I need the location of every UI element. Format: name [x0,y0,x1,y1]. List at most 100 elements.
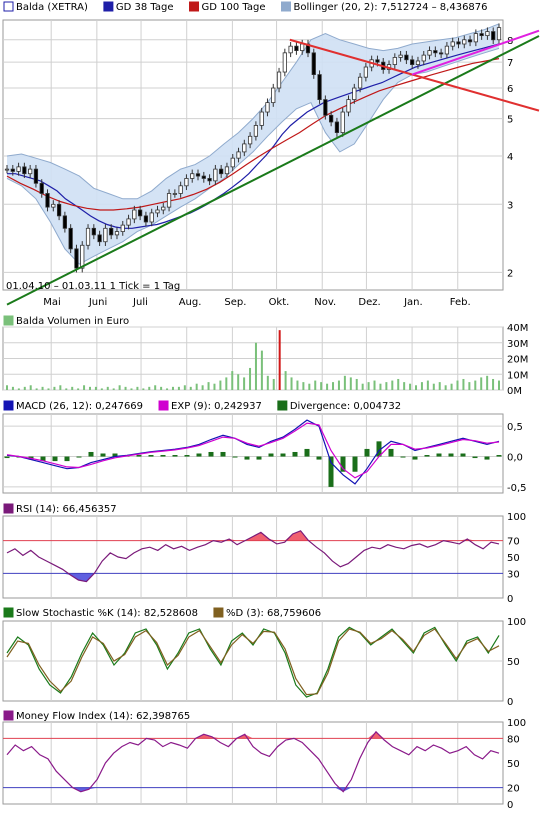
candle-body [259,111,264,126]
volume-legend-label: Balda Volumen in Euro [16,316,129,327]
candle-body [352,87,357,100]
stoch-legend-swatch [213,607,224,618]
volume-bar [41,386,44,390]
divergence-bar [88,451,94,457]
price-y-tick-label: 4 [507,152,513,163]
candle-body [473,33,478,43]
volume-bar [106,386,109,390]
price-legend-swatch [189,1,200,12]
divergence-bar [424,455,430,457]
volume-bar [326,383,329,390]
candle-body [456,41,461,45]
divergence-bar [268,453,274,457]
candle-body [323,99,328,116]
volume-bar [296,380,299,390]
volume-bar [272,378,275,390]
x-tick-label: Feb. [450,297,471,308]
price-legend-swatch [3,1,14,12]
macd-legend-swatch [158,400,169,411]
volume-bar [47,388,50,390]
volume-bar [112,388,115,390]
bollinger-upper-line [6,23,500,200]
candle-body [155,209,160,214]
candle-body [201,175,206,179]
candle-body [184,178,189,187]
candle-body [288,45,293,54]
divergence-bar [112,453,118,457]
volume-bar [266,375,269,390]
volume-bar [426,380,429,390]
volume-bar [468,382,471,390]
price-legend-swatch [281,1,291,12]
volume-bar [231,371,234,390]
volume-bar [237,374,240,390]
volume-bar [260,350,263,390]
stoch-y-tick-label: 50 [507,657,520,668]
divergence-bar [448,453,454,457]
candle-body [4,168,10,171]
candle-body [467,39,473,43]
volume-bar [124,386,127,390]
gd100-line [6,58,500,211]
rsi-legend-label: RSI (14): 66,456357 [16,504,117,515]
candle-body [496,27,502,41]
candle-body [242,143,247,153]
volume-bar [302,382,305,390]
macd-legend-label: MACD (26, 12): 0,247669 [16,401,143,412]
volume-bar [17,388,20,390]
volume-bar [142,388,145,390]
candle-body [120,224,125,232]
macd-legend-label: EXP (9): 0,242937 [171,401,262,412]
volume-bar [225,377,228,390]
mfi-y-tick-label: 100 [507,718,526,729]
volume-bar [403,382,406,390]
volume-bar [415,385,418,390]
divergence-bar [376,441,382,457]
divergence-bar [172,455,178,457]
volume-bar [130,388,133,390]
candle-body [439,52,444,55]
stoch-legend-label: Slow Stochastic %K (14): 82,528608 [16,608,198,619]
divergence-bar [460,453,466,457]
volume-bar [355,378,358,390]
divergence-bar [328,456,334,487]
candle-body [427,50,432,56]
candle-body [224,166,230,175]
divergence-bar [4,456,10,459]
divergence-bar [244,456,250,460]
rsi-y-tick-label: 50 [507,553,520,564]
volume-bar [243,377,246,390]
volume-bar [148,386,151,390]
candle-body [398,54,403,58]
volume-bar [332,382,335,390]
divergence-bar [64,456,70,462]
macd-legend-label: Divergence: 0,004732 [290,401,401,412]
volume-bar [349,377,352,390]
candle-body [39,182,44,194]
candle-body [334,121,340,133]
candle-body [51,203,56,208]
candle-body [421,54,426,62]
divergence-bar [400,456,406,458]
volume-bar [409,383,412,390]
price-y-tick-label: 3 [507,200,513,211]
candle-body [103,227,108,243]
candle-body [230,157,235,168]
x-tick-label: Juni [88,297,107,308]
volume-bar [88,386,91,390]
mfi-y-tick-label: 50 [507,759,520,770]
volume-bar [160,386,163,390]
volume-bar [77,388,80,390]
divergence-bar [40,456,46,462]
candle-body [149,212,154,223]
price-legend-label: Balda (XETRA) [16,2,88,13]
volume-bar [397,378,400,390]
mfi-legend-label: Money Flow Index (14): 62,398765 [16,711,190,722]
x-tick-label: Juli [132,297,148,308]
rsi-panel-frame [2,515,504,599]
candle-body [253,125,259,137]
divergence-bar [352,456,358,472]
volume-bar [94,386,97,390]
volume-bar [71,386,74,390]
volume-y-tick-label: 20M [507,355,528,366]
